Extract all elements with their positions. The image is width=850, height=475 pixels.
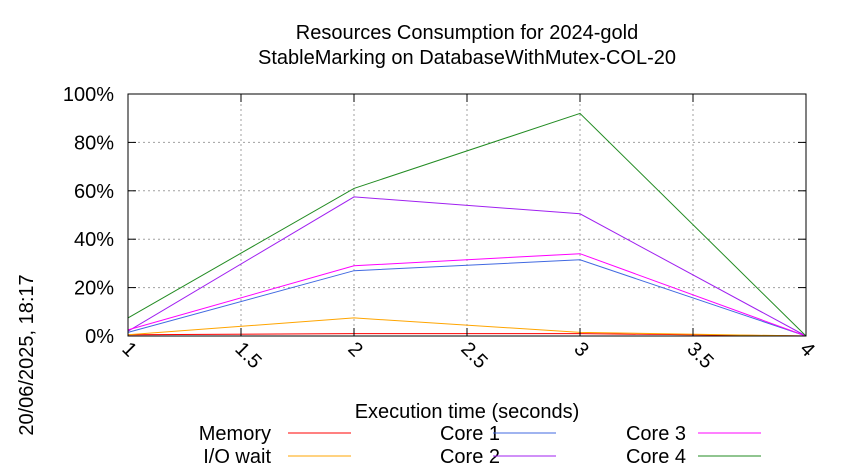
y-tick-label: 60% bbox=[74, 181, 114, 203]
legend-label-core-4: Core 4 bbox=[626, 446, 686, 468]
x-tick-label: 2 bbox=[343, 338, 366, 361]
series-line-core-4 bbox=[127, 112, 807, 337]
y-tick-label: 20% bbox=[74, 278, 114, 300]
timestamp-label: 20/06/2025, 18:17 bbox=[16, 274, 38, 435]
x-tick-label: 2.5 bbox=[456, 338, 491, 373]
chart-title-line-2: StableMarking on DatabaseWithMutex-COL-2… bbox=[258, 47, 676, 69]
chart-title-line-1: Resources Consumption for 2024-gold bbox=[296, 22, 638, 44]
x-axis: 1 1.5 2 2.5 3 3.5 4 bbox=[117, 94, 819, 373]
series-line-core-1 bbox=[127, 259, 807, 337]
x-tick-label: 4 bbox=[795, 338, 818, 361]
y-tick-label: 40% bbox=[74, 229, 114, 251]
series-line-core-3 bbox=[127, 253, 807, 337]
x-tick-label: 1 bbox=[117, 338, 140, 361]
y-tick-label: 0% bbox=[85, 326, 114, 348]
y-axis: 0% 20% 40% 60% 80% 100% bbox=[63, 84, 806, 348]
legend-label-i-o-wait: I/O wait bbox=[203, 446, 271, 468]
series-line-core-2 bbox=[127, 196, 807, 337]
x-tick-label: 3 bbox=[569, 338, 592, 361]
grid bbox=[128, 94, 806, 336]
y-tick-label: 80% bbox=[74, 132, 114, 154]
legend-label-core-1: Core 1 bbox=[440, 423, 500, 445]
x-tick-label: 3.5 bbox=[682, 338, 717, 373]
x-axis-label: Execution time (seconds) bbox=[355, 401, 580, 423]
legend-label-core-2: Core 2 bbox=[440, 446, 500, 468]
x-tick-label: 1.5 bbox=[230, 338, 265, 373]
y-tick-label: 100% bbox=[63, 84, 114, 106]
legend-label-core-3: Core 3 bbox=[626, 423, 686, 445]
legend-label-memory: Memory bbox=[199, 423, 271, 445]
